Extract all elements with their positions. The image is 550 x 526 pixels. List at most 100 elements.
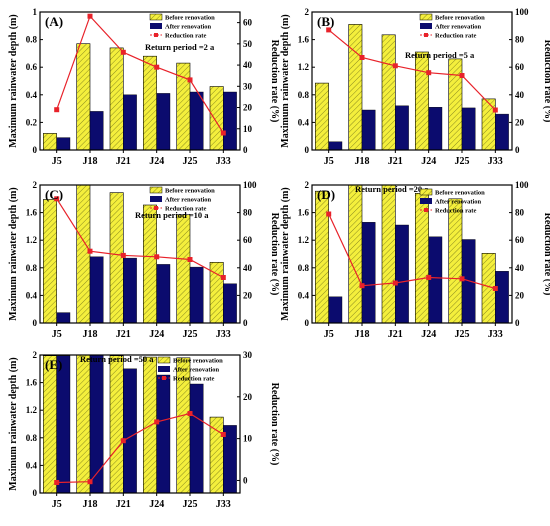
reduction-rate-line — [56, 15, 224, 134]
x-tick-label: J21 — [116, 499, 131, 510]
x-tick-label: J33 — [216, 499, 231, 510]
legend-swatch-before — [149, 186, 163, 194]
bar-before-renovation — [448, 198, 463, 324]
legend-label-before: Before renovation — [173, 358, 223, 365]
reduction-rate-line — [328, 213, 496, 290]
reduction-rate-point — [54, 107, 60, 113]
x-tick-label: J18 — [83, 329, 98, 340]
chart-panel-b: J5 J18 J21 J24 J25 J3300.40.81.21.62020406080… — [280, 7, 550, 167]
legend-label-reduction: Reduction rate — [173, 376, 214, 383]
legend: Before renovation After renovation Reducti… — [157, 356, 223, 383]
y-tick-label: 0 — [33, 488, 38, 498]
bar-before-renovation — [209, 86, 224, 151]
legend: Before renovation After renovation Reducti… — [149, 186, 215, 213]
y2-tick-label: 40 — [515, 263, 525, 273]
x-tick-label: J33 — [216, 156, 231, 167]
y2-tick-label: 0 — [515, 318, 520, 328]
panel-label: (A) — [45, 14, 63, 29]
y-tick-label: 1.6 — [26, 378, 38, 388]
x-tick-label: J21 — [388, 156, 403, 167]
reduction-rate-point — [54, 480, 60, 485]
x-tick-label: J25 — [183, 329, 198, 340]
y2-tick-label: 30 — [243, 350, 253, 360]
legend-label-reduction: Reduction rate — [165, 33, 206, 40]
chart-panel-e: J5 J18 J21 J24 J25 J3300.40.81.21.620102030Ma… — [8, 350, 280, 510]
x-tick-label: J21 — [116, 156, 131, 167]
x-tick-label: J24 — [149, 499, 164, 510]
reduction-rate-point — [54, 196, 60, 202]
bar-before-renovation — [42, 199, 57, 324]
y2-tick-label: 60 — [243, 18, 253, 28]
chart-panel-a: J5 J18 J21 J24 J25 J3300.20.40.60.81010203040… — [8, 7, 280, 167]
bar-before-renovation — [143, 204, 157, 324]
y-tick-label: 2 — [305, 7, 310, 17]
reduction-rate-point — [359, 283, 365, 289]
bar-before-renovation — [414, 51, 429, 151]
bar-before-renovation — [314, 82, 329, 151]
return-period-annotation: Return period =50 a — [80, 354, 154, 364]
reduction-rate-point — [154, 64, 160, 70]
return-period-annotation: Return period =2 a — [145, 42, 215, 52]
reduction-rate-point — [326, 211, 332, 217]
panel-label: (E) — [45, 357, 62, 372]
reduction-rate-point — [426, 275, 432, 280]
reduction-rate-line — [56, 198, 224, 279]
reduction-rate-line — [56, 412, 224, 484]
legend-swatch-marker — [154, 33, 158, 37]
y2-tick-label: 100 — [515, 180, 529, 190]
y-tick-label: 0.8 — [26, 35, 38, 45]
y2-axis-label: Reduction rate (%) — [269, 383, 280, 466]
y2-tick-label: 20 — [515, 290, 525, 300]
bar-after-renovation — [361, 109, 376, 151]
plot-frame — [311, 11, 513, 151]
bar-after-renovation — [156, 374, 171, 494]
bar-after-renovation — [89, 111, 104, 151]
legend-label-after: After renovation — [165, 24, 212, 31]
reduction-rate-point — [120, 49, 126, 55]
bar-before-renovation — [42, 355, 57, 494]
x-tick-label: J21 — [388, 329, 403, 340]
reduction-rate-point — [426, 70, 432, 76]
chart-panel-d: J5 J18 J21 J24 J25 J3300.40.81.21.62020406080… — [280, 180, 550, 340]
y-tick-label: 1 — [33, 7, 38, 17]
plot-frame — [39, 184, 241, 324]
legend: Before renovation After renovation Reducti… — [149, 13, 215, 40]
bar-after-renovation — [56, 137, 71, 151]
x-tick-label: J25 — [455, 156, 470, 167]
y2-tick-label: 80 — [515, 35, 525, 45]
y2-tick-label: 60 — [515, 62, 525, 72]
reduction-rate-point — [87, 13, 93, 19]
reduction-rate-point — [459, 73, 465, 78]
y2-tick-label: 0 — [515, 145, 520, 155]
x-tick-label: J5 — [52, 499, 62, 510]
bar-after-renovation — [156, 264, 171, 324]
y2-tick-label: 40 — [243, 60, 253, 70]
y2-tick-label: 100 — [515, 7, 529, 17]
x-tick-label: J25 — [183, 499, 198, 510]
bar-after-renovation — [123, 94, 137, 151]
y-tick-label: 1.2 — [298, 62, 310, 72]
y-tick-label: 2 — [305, 180, 310, 190]
bar-after-renovation — [395, 224, 409, 324]
reduction-rate-point — [326, 27, 332, 33]
y2-tick-label: 40 — [515, 90, 525, 100]
bar-after-renovation — [156, 93, 171, 151]
reduction-rate-point — [154, 419, 160, 425]
reduction-rate-point — [154, 254, 160, 260]
reduction-rate-point — [459, 276, 465, 282]
legend-label-before: Before renovation — [435, 15, 485, 22]
bar-after-renovation — [123, 257, 137, 324]
legend-swatch-before — [157, 356, 171, 364]
reduction-rate-point — [492, 107, 498, 113]
reduction-rate-point — [492, 286, 498, 291]
reduction-rate-point — [120, 438, 126, 444]
reduction-rate-point — [187, 77, 193, 83]
bar-before-renovation — [109, 47, 124, 151]
y2-tick-label: 60 — [243, 235, 253, 245]
plot-frame — [39, 11, 241, 151]
plot-frame — [39, 354, 241, 494]
y2-tick-label: 80 — [515, 208, 525, 218]
y2-tick-label: 50 — [243, 39, 253, 49]
x-tick-label: J5 — [324, 156, 334, 167]
